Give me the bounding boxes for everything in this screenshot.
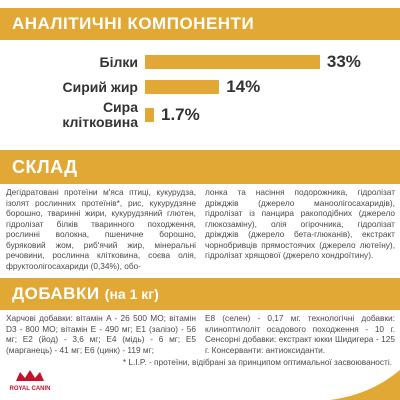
footnote: * L.I.P. - протеїни, відібрані за принци… xyxy=(122,357,392,367)
section-subtitle: (на 1 кг) xyxy=(104,286,159,302)
value-label: 1.7% xyxy=(161,105,200,124)
paragraph: E8 (селен) - 0,17 мг. технологічні добав… xyxy=(205,313,395,355)
component-label: Сира клітковина xyxy=(62,99,138,130)
section-title: ДОБАВКИ xyxy=(12,284,100,303)
section-header: ДОБАВКИ (на 1 кг) xyxy=(0,278,400,310)
value-label: 33% xyxy=(326,52,361,71)
component-label: Білки xyxy=(99,53,138,70)
section-header: СКЛАД xyxy=(0,150,400,184)
logo-area: ROYAL CANIN xyxy=(9,370,400,400)
value-label: 14% xyxy=(226,77,261,96)
component-label: Сирий жир xyxy=(62,78,138,95)
section-header: АНАЛІТИЧНІ КОМПОНЕНТИ xyxy=(0,8,400,40)
paragraph: Харчові добавки: вітамін A - 26 500 МО; … xyxy=(6,313,196,355)
bar xyxy=(145,80,220,94)
logo-crown xyxy=(16,370,44,381)
bar xyxy=(145,55,320,69)
decoration xyxy=(330,370,400,400)
bar xyxy=(145,108,154,122)
paragraph: Дегідратовані протеїни м'яса птиці, куку… xyxy=(6,187,196,271)
logo-text: ROYAL CANIN xyxy=(9,386,50,392)
paragraph: лонка та насіння подорожника, гідролізат… xyxy=(205,187,395,260)
